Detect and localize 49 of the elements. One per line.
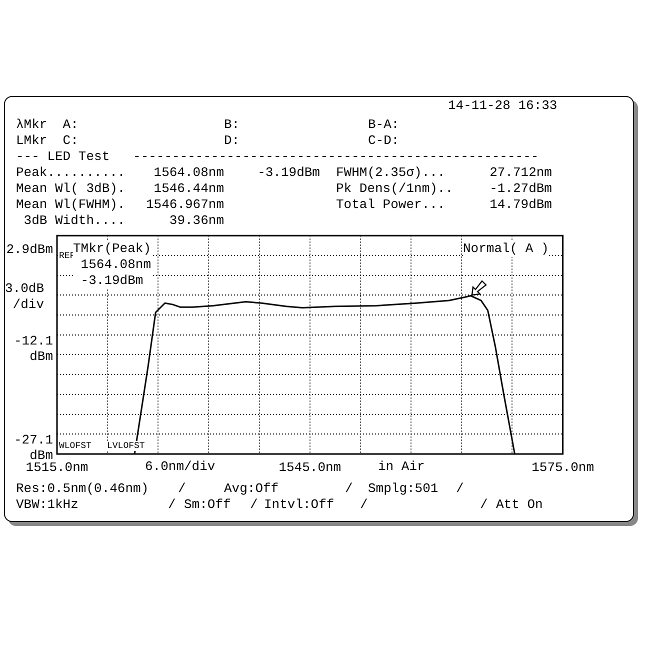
text: C-D: bbox=[368, 133, 400, 149]
text: 1564.08nm bbox=[154, 165, 224, 181]
text: Peak.......... bbox=[16, 165, 126, 181]
text: FWHM(2.35σ)... bbox=[336, 165, 446, 181]
y-tick-label: 2.9dBm bbox=[6, 242, 54, 257]
y-axis-title: 3.0dB /div bbox=[5, 281, 44, 313]
text: 1546.44nm bbox=[154, 181, 224, 197]
text: --- LED Test ---------------------------------------------------- bbox=[16, 149, 539, 165]
text: 14-11-28 16:33 bbox=[448, 98, 558, 114]
x-tick-label: 1575.0nm bbox=[532, 460, 594, 476]
text: 1546.967nm bbox=[146, 197, 224, 213]
text: Pk Dens(/1nm).. bbox=[336, 181, 454, 197]
text: Intvl:Off bbox=[264, 497, 334, 513]
annotation: REF bbox=[59, 251, 76, 261]
text: LMkr C: bbox=[16, 133, 78, 149]
text: VBW:1kHz bbox=[16, 497, 78, 513]
text: / bbox=[178, 481, 186, 497]
text: -3.19dBm bbox=[258, 165, 320, 181]
text: Total Power... bbox=[336, 197, 446, 213]
text: Mean Wl(FWHM). bbox=[16, 197, 126, 213]
text: D: bbox=[224, 133, 240, 149]
annotation: WLOFST bbox=[59, 441, 92, 451]
text: B-A: bbox=[368, 117, 400, 133]
x-axis-title: 6.0nm/div bbox=[145, 459, 216, 475]
annotation: TMkr(Peak) 1564.08nm -3.19dBm bbox=[73, 241, 152, 289]
text: Sm:Off bbox=[184, 497, 231, 513]
annotation: LVLOFST bbox=[107, 441, 145, 451]
text: / bbox=[168, 497, 176, 513]
text: / bbox=[480, 497, 488, 513]
text: Mean Wl( 3dB). bbox=[16, 181, 126, 197]
text: Smplg:501 bbox=[368, 481, 438, 497]
annotation: Normal( A ) bbox=[463, 241, 549, 257]
x-tick-label: 1545.0nm bbox=[278, 460, 342, 476]
text: / bbox=[456, 481, 464, 497]
text: 14.79dBm bbox=[490, 197, 552, 213]
text: Att On bbox=[496, 497, 543, 513]
text: 3dB Width.... bbox=[22, 213, 126, 229]
text: B: bbox=[224, 117, 240, 133]
text: in Air bbox=[378, 459, 425, 475]
text: Avg:Off bbox=[224, 481, 279, 497]
text: 27.712nm bbox=[490, 165, 552, 181]
text: / bbox=[360, 497, 368, 513]
text: / bbox=[250, 497, 258, 513]
text: / bbox=[345, 481, 353, 497]
text: 39.36nm bbox=[169, 213, 224, 229]
text: -1.27dBm bbox=[490, 181, 552, 197]
text: λMkr A: bbox=[16, 117, 78, 133]
text: Res:0.5nm(0.46nm) bbox=[16, 481, 149, 497]
y-tick-label: -12.1 dBm bbox=[14, 333, 54, 364]
